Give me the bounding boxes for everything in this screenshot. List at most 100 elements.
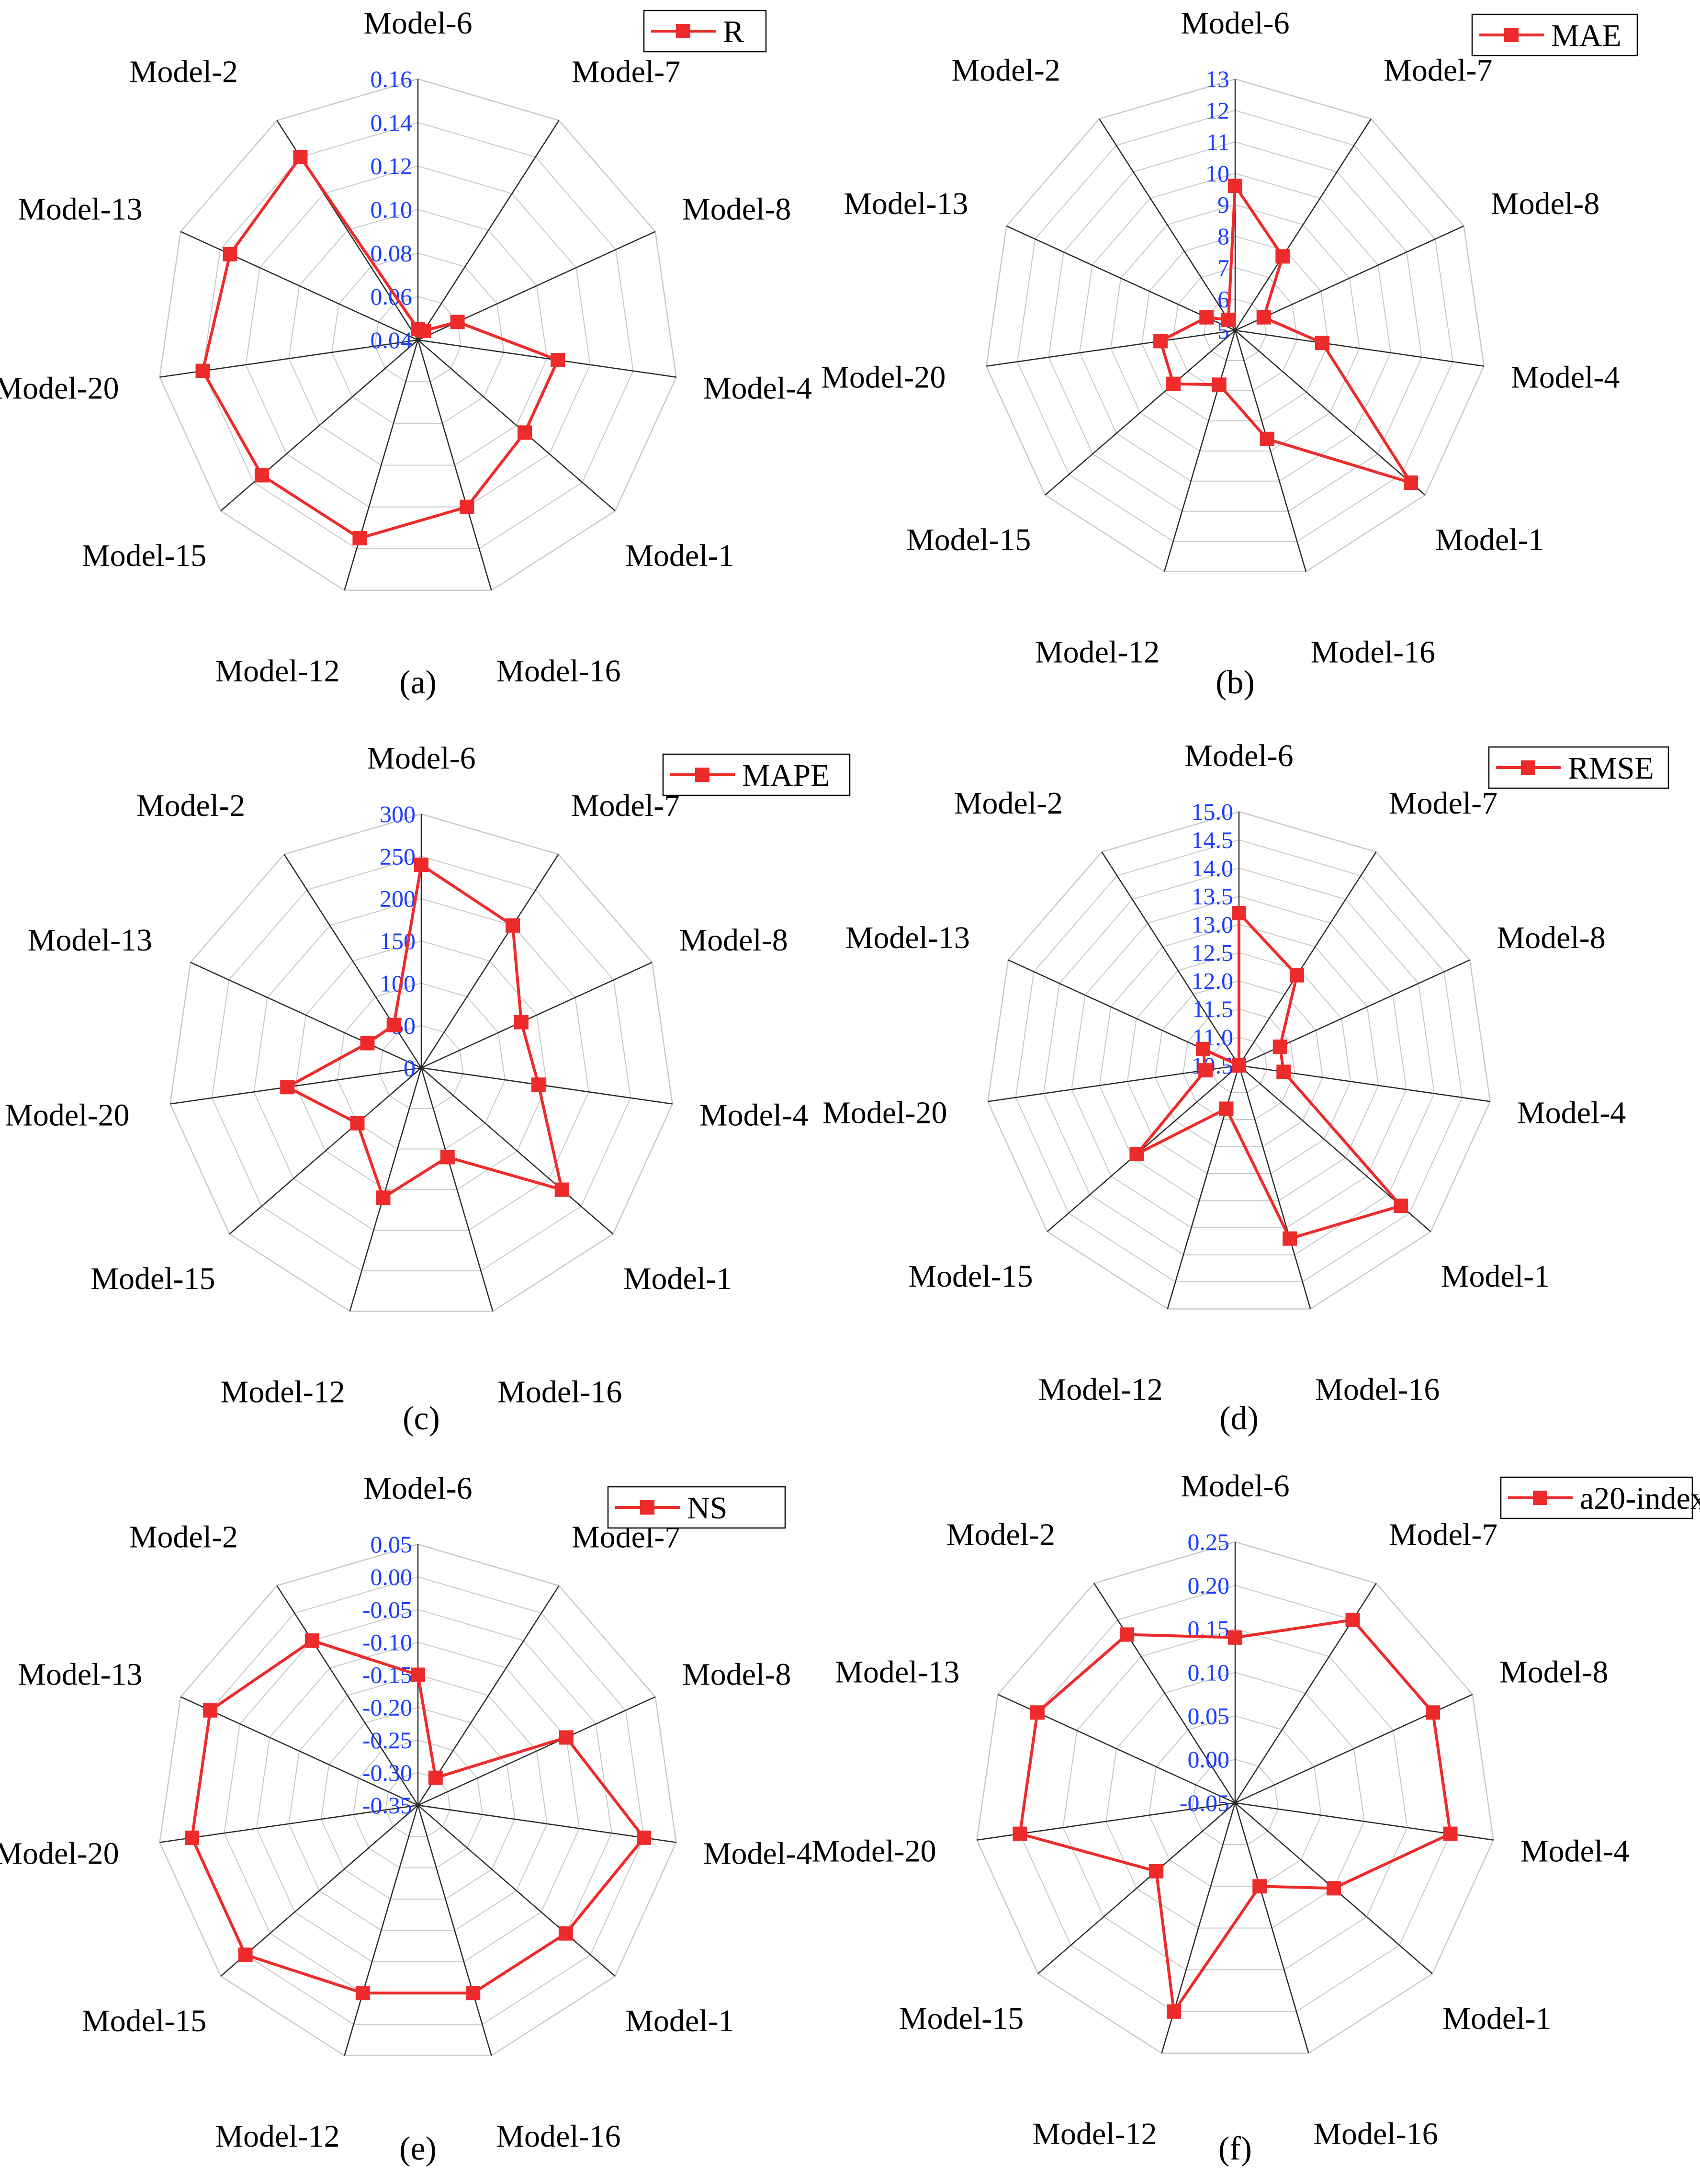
tick-label: -0.05 [1180, 1789, 1229, 1816]
axis-label-model-8: Model-8 [679, 923, 788, 958]
grid-ring [253, 898, 589, 1231]
axis-spoke [1163, 330, 1236, 572]
tick-label: -0.05 [362, 1596, 412, 1623]
data-point [1252, 1879, 1267, 1894]
axis-spoke [417, 1585, 560, 1806]
data-point [1120, 1627, 1135, 1642]
grid-ring [1099, 924, 1379, 1201]
axis-label-model-8: Model-8 [1499, 1655, 1608, 1690]
axis-spoke [190, 962, 422, 1069]
tick-label: 100 [380, 970, 416, 996]
data-point [1219, 1101, 1234, 1116]
axis-label-model-4: Model-4 [1520, 1834, 1629, 1869]
axis-label-model-2: Model-2 [129, 1520, 238, 1555]
data-point [1283, 1231, 1297, 1246]
data-point [1404, 475, 1418, 490]
panel-caption: (c) [403, 1400, 440, 1437]
data-point [185, 1830, 199, 1845]
axis-spoke [1101, 851, 1240, 1066]
axis-spoke [276, 1585, 419, 1806]
axis-label-model-2: Model-2 [946, 1517, 1055, 1552]
radar-chart-rmse: 15.014.514.013.513.012.512.011.511.010.5… [822, 738, 1669, 1437]
axis-label-model-1: Model-1 [625, 538, 734, 573]
tick-label: 11 [1206, 128, 1229, 155]
data-point [238, 1947, 253, 1962]
data-point [440, 1150, 455, 1165]
grid-ring [1192, 1759, 1279, 1845]
data-point [305, 1633, 319, 1648]
data-point [531, 1077, 546, 1092]
axis-label-model-4: Model-4 [1511, 360, 1620, 395]
data-point [1228, 179, 1242, 193]
legend: a20-index [1500, 1476, 1700, 1519]
panel-caption: (e) [399, 2130, 437, 2167]
tick-label: 13.0 [1192, 911, 1234, 938]
tick-label: 0.14 [371, 109, 413, 136]
legend-text: RMSE [1568, 751, 1654, 786]
data-point [360, 1036, 375, 1051]
grid-ring [337, 983, 506, 1150]
tick-label: 0.05 [1188, 1702, 1230, 1729]
axis-spoke [220, 339, 418, 511]
axis-spoke [988, 1064, 1239, 1102]
axis-label-model-15: Model-15 [899, 2001, 1024, 2036]
tick-label: 0.00 [371, 1563, 413, 1590]
tick-label: 11.5 [1192, 996, 1233, 1022]
axis-spoke [421, 1067, 614, 1235]
series-line [1018, 1618, 1452, 2016]
tick-label: 200 [380, 885, 416, 912]
grid-ring [987, 811, 1491, 1310]
data-point [1196, 1041, 1210, 1056]
grid-ring [331, 252, 505, 424]
data-point [466, 1986, 481, 2001]
data-point [376, 1190, 391, 1205]
axis-label-model-15: Model-15 [908, 1259, 1033, 1294]
axis-label-model-20: Model-20 [821, 360, 946, 395]
tick-label: -0.20 [362, 1694, 412, 1721]
axis-spoke [1099, 118, 1236, 331]
tick-label: 8 [1217, 223, 1229, 249]
tick-label: 0.25 [1188, 1528, 1230, 1555]
legend-text: MAE [1551, 18, 1621, 53]
tick-label: 0.04 [371, 327, 413, 353]
tick-label: 13.5 [1192, 883, 1234, 910]
axis-label-model-6: Model-6 [1184, 738, 1293, 773]
axis-label-model-6: Model-6 [367, 741, 475, 776]
tick-label: 0.00 [1188, 1746, 1230, 1773]
axis-label-model-20: Model-20 [5, 1098, 129, 1132]
axis-label-model-16: Model-16 [496, 654, 620, 689]
data-point [1443, 1826, 1458, 1841]
grid-ring [1017, 110, 1453, 542]
data-point [518, 425, 532, 440]
axis-label-model-13: Model-13 [18, 1657, 142, 1692]
axis-spoke [1234, 118, 1372, 331]
axis-spoke [180, 1696, 418, 1806]
grid-ring [288, 1674, 548, 1931]
axis-label-model-8: Model-8 [682, 1657, 791, 1692]
tick-label: 14.5 [1192, 826, 1234, 853]
grid-ring [159, 1543, 677, 2057]
axis-label-model-20: Model-20 [811, 1834, 936, 1869]
axis-label-model-6: Model-6 [1181, 1469, 1289, 1504]
axis-label-model-16: Model-16 [1313, 2116, 1438, 2151]
legend-marker [640, 1500, 654, 1515]
tick-label: 15.0 [1192, 798, 1234, 825]
axis-spoke [349, 1067, 422, 1312]
data-point [1199, 310, 1214, 325]
axis-label-model-1: Model-1 [1442, 2001, 1551, 2036]
tick-label: 9 [1217, 192, 1229, 218]
axis-label-model-15: Model-15 [82, 2003, 206, 2038]
tick-label: 0.10 [1188, 1659, 1230, 1686]
radar-chart-mape: 300250200150100500Model-6Model-7Model-8M… [5, 741, 851, 1437]
grid-ring [1105, 1672, 1365, 1929]
axis-label-model-7: Model-7 [571, 788, 680, 823]
tick-label: 0.05 [371, 1531, 413, 1558]
axis-spoke [1093, 1583, 1236, 1803]
panel-caption: (a) [399, 664, 437, 701]
series-line [190, 1639, 646, 1995]
data-point [1013, 1826, 1027, 1841]
grid-ring [295, 940, 548, 1190]
axis-label-model-6: Model-6 [363, 1471, 472, 1506]
radar-chart-mae: 1312111098765Model-6Model-7Model-8Model-… [821, 6, 1638, 701]
axis-label-model-1: Model-1 [623, 1261, 732, 1296]
